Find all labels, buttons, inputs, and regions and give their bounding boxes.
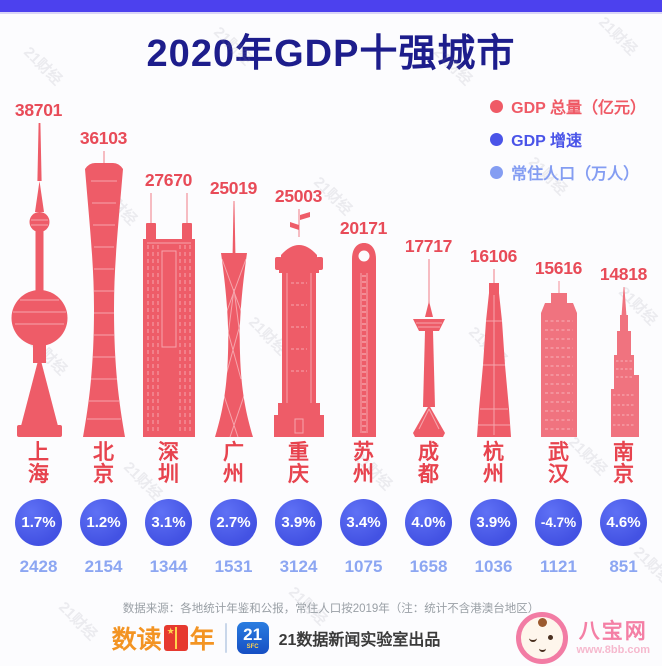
- population-value: 1658: [409, 557, 448, 576]
- city-name: 深圳: [158, 441, 179, 487]
- population-value: 1344: [149, 557, 188, 576]
- gdp-value: 16106: [469, 246, 518, 266]
- growth-badge: 3.1%: [145, 499, 192, 546]
- city-name: 苏州: [353, 441, 374, 487]
- party-door-emblem-icon: [163, 625, 188, 651]
- tower-icon-hangzhou: [476, 269, 511, 437]
- growth-badge: 4.6%: [600, 499, 647, 546]
- population-value: 2154: [84, 557, 123, 576]
- gdp-value: 38701: [14, 100, 63, 120]
- production-credit: 21数据新闻实验室出品: [278, 632, 441, 649]
- site-watermark: 八宝网 www.8bb.com: [516, 612, 650, 664]
- data-source-note: 数据来源：各地统计年鉴和公报，常住人口按2019年（注：统计不含港澳台地区）: [122, 603, 540, 615]
- city-name: 广州: [223, 441, 244, 487]
- tower-icon-oriental-pearl-shanghai: [11, 123, 67, 437]
- brand-divider: [224, 623, 227, 653]
- tower-icon-wuhan: [540, 281, 577, 437]
- legend-label: GDP 总量（亿元）: [511, 100, 646, 117]
- shudu-100-years-logo: 数读 年: [112, 620, 215, 656]
- gdp-value: 20171: [339, 218, 388, 238]
- city-column-hangzhou: 16106: [461, 246, 526, 437]
- legend-item-population: 常住人口（万人）: [490, 160, 646, 184]
- legend-dot-blue-icon: [490, 132, 504, 146]
- tower-icon-canton-tower-guangzhou: [214, 201, 253, 437]
- legend: GDP 总量（亿元） GDP 增速 常住人口（万人）: [490, 94, 646, 184]
- city-column-guangzhou: 25019: [201, 178, 266, 437]
- population-value: 2428: [19, 557, 58, 576]
- population-value: 1036: [474, 557, 513, 576]
- growth-badge: 4.0%: [405, 499, 452, 546]
- city-column-chengdu: 17717: [396, 236, 461, 437]
- legend-item-gdp-total: GDP 总量（亿元）: [490, 94, 646, 118]
- growth-badge: 1.7%: [15, 499, 62, 546]
- city-name: 上海: [28, 441, 49, 487]
- gdp-value: 14818: [599, 264, 648, 284]
- city-name: 重庆: [288, 441, 309, 487]
- tower-icon-suzhou: [351, 243, 376, 437]
- badge-number: 21: [243, 625, 263, 644]
- gdp-value: 15616: [534, 258, 583, 278]
- city-name: 杭州: [483, 441, 504, 487]
- city-name: 南京: [613, 441, 634, 487]
- badge-sub-label: SFC: [246, 644, 259, 650]
- page-title: 2020年GDP十强城市: [146, 33, 516, 75]
- gdp-value: 25003: [274, 186, 323, 206]
- logo-text-prefix: 数读: [111, 626, 162, 654]
- legend-dot-red-icon: [490, 99, 504, 113]
- growth-badge: 2.7%: [210, 499, 257, 546]
- logo-text-suffix: 年: [189, 626, 215, 654]
- population-value: 851: [609, 557, 638, 576]
- growth-badge: 3.9%: [470, 499, 517, 546]
- city-name: 武汉: [548, 441, 569, 487]
- population-value: 3124: [279, 557, 318, 576]
- city-column-chongqing: 25003: [266, 186, 331, 437]
- growth-badge: 3.9%: [275, 499, 322, 546]
- city-column-wuhan: 15616: [526, 258, 591, 437]
- city-column-suzhou: 20171: [331, 218, 396, 437]
- top-accent-bar: [0, 0, 662, 14]
- legend-item-gdp-growth: GDP 增速: [490, 127, 646, 151]
- city-column-nanjing: 14818: [591, 264, 656, 437]
- population-value: 1531: [214, 557, 253, 576]
- growth-row: 1.7% 1.2% 3.1% 2.7% 3.9% 3.4% 4.0% 3.9% …: [6, 499, 656, 546]
- growth-badge: 1.2%: [80, 499, 127, 546]
- legend-dot-lightblue-icon: [490, 165, 504, 179]
- legend-label: 常住人口（万人）: [511, 166, 640, 183]
- site-text: 八宝网 www.8bb.com: [576, 620, 650, 655]
- gdp-value: 25019: [209, 178, 258, 198]
- tower-icon-china-zun-beijing: [82, 151, 125, 437]
- gdp-value: 17717: [404, 236, 453, 256]
- city-column-shanghai: 38701: [6, 100, 71, 437]
- tower-icon-zifeng-nanjing: [610, 287, 639, 437]
- gdp-value: 36103: [79, 128, 128, 148]
- population-row: 2428 2154 1344 1531 3124 1075 1658 1036 …: [6, 557, 656, 577]
- growth-badge: 3.4%: [340, 499, 387, 546]
- city-names-row: 上海 北京 深圳 广州 重庆 苏州 成都 杭州 武汉 南京: [6, 441, 656, 487]
- baby-face-icon: [516, 612, 569, 664]
- 21-sfc-badge: 21 SFC: [236, 622, 269, 654]
- footer-brand-row: 数读 年 21 SFC 21数据新闻实验室出品: [0, 620, 607, 656]
- city-name: 成都: [418, 441, 439, 487]
- tower-chart: 38701 36103: [6, 100, 656, 437]
- city-column-shenzhen: 27670: [136, 170, 201, 437]
- tower-icon-tv-tower-chengdu: [412, 259, 445, 437]
- tower-icon-chongqing: [273, 209, 324, 437]
- gdp-value: 27670: [144, 170, 193, 190]
- growth-badge: -4.7%: [535, 499, 582, 546]
- tower-icon-shenzhen: [142, 193, 195, 437]
- population-value: 1121: [540, 557, 577, 576]
- population-value: 1075: [344, 557, 383, 576]
- site-name: 八宝网: [578, 620, 648, 644]
- site-url: www.8bb.com: [576, 643, 650, 656]
- city-column-beijing: 36103: [71, 128, 136, 437]
- legend-label: GDP 增速: [511, 133, 582, 150]
- city-name: 北京: [93, 441, 114, 487]
